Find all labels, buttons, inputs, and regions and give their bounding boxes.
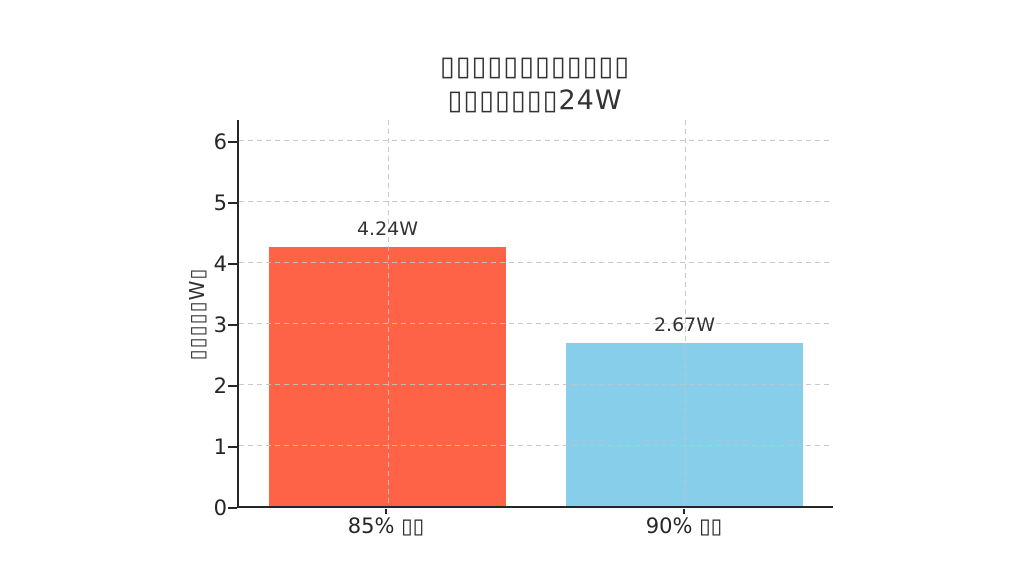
y-tick-mark	[228, 507, 237, 509]
bar-value-label-left: 4.24W	[356, 218, 419, 241]
y-tick-label-3: 3	[213, 313, 227, 337]
x-tick-label-left: 85% ▯▯	[347, 514, 425, 538]
y-tick-mark	[228, 263, 237, 265]
bar-value-label-right: 2.67W	[653, 314, 716, 337]
y-tick-mark	[228, 446, 237, 448]
chart-title-line1: ▯▯▯▯▯▯▯▯▯▯▯▯	[439, 51, 631, 82]
y-tick-mark	[228, 324, 237, 326]
x-tick-mark	[683, 509, 685, 514]
y-tick-mark	[228, 202, 237, 204]
plot-area: 4.24W 2.67W	[237, 120, 833, 508]
y-tick-label-1: 1	[213, 435, 227, 459]
y-tick-label-2: 2	[213, 374, 227, 398]
x-tick-label-right: 90% ▯▯	[645, 514, 723, 538]
bars-layer	[239, 120, 833, 506]
bar-90-percent-efficiency	[565, 343, 804, 506]
bar-85-percent-efficiency	[268, 247, 507, 506]
y-tick-label-5: 5	[213, 191, 227, 215]
y-tick-mark	[228, 141, 237, 143]
y-tick-label-0: 0	[213, 496, 227, 520]
y-tick-mark	[228, 385, 237, 387]
chart-title-line2: ▯▯▯▯▯▯▯24W	[447, 85, 623, 116]
y-tick-label-6: 6	[213, 130, 227, 154]
y-tick-label-4: 4	[213, 252, 227, 276]
value-labels-layer: 4.24W 2.67W	[239, 120, 833, 506]
x-tick-mark	[385, 509, 387, 514]
chart-title: ▯▯▯▯▯▯▯▯▯▯▯▯ ▯▯▯▯▯▯▯24W	[235, 50, 835, 118]
